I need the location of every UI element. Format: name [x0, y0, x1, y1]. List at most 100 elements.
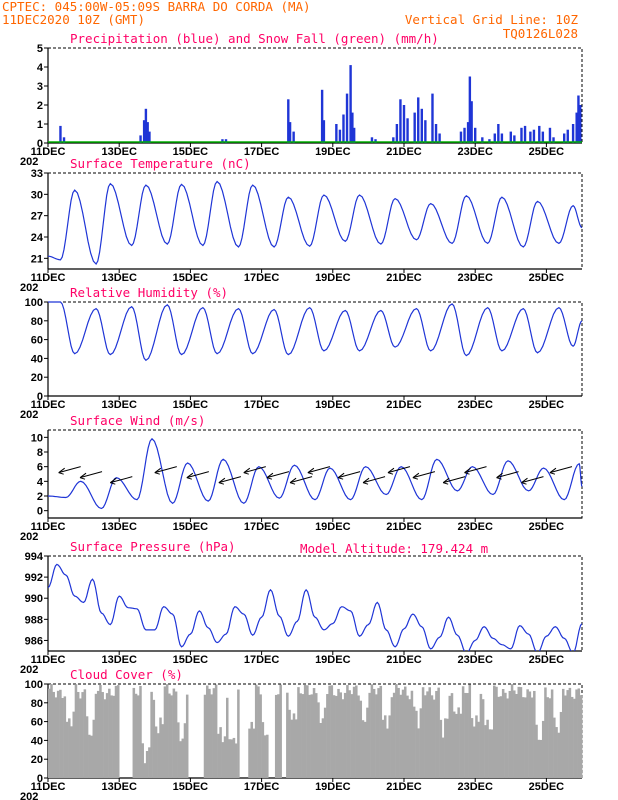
cloud-bar — [519, 687, 523, 778]
cloud-bar — [81, 692, 84, 778]
x-tick-label: 17DEC — [244, 272, 280, 284]
precip-bar — [224, 139, 228, 143]
cloud-bar — [439, 719, 443, 778]
panel-title: Cloud Cover (%) — [70, 667, 183, 682]
wind-arrow-head — [186, 472, 194, 480]
cloud-bar — [221, 742, 225, 778]
cloud-bar — [116, 685, 120, 778]
cloud-bar — [99, 685, 102, 778]
cloud-bar — [455, 713, 458, 778]
wind-arrow — [110, 476, 133, 485]
precip-bar — [395, 124, 399, 143]
x-tick-label: 19DEC — [315, 654, 351, 666]
cloud-bar — [399, 694, 403, 778]
panel-title: Precipitation (blue) and Snow Fall (gree… — [70, 31, 439, 46]
year-fragment: 202 — [20, 409, 38, 421]
x-tick-label: 23DEC — [457, 272, 493, 284]
x-tick-label: 21DEC — [386, 399, 422, 411]
y-tick-label: 5 — [37, 43, 43, 55]
precip-bar — [575, 112, 578, 143]
cloud-bar — [132, 687, 136, 778]
cloud-bar — [208, 688, 211, 778]
x-tick-label: 23DEC — [457, 146, 493, 158]
wind-arrow-shaft — [464, 466, 487, 474]
cloud-bar — [266, 734, 269, 778]
cloud-bar — [254, 684, 258, 778]
panel-2: Relative Humidity (%) 0 20 40 60 80 100 11DEC 13… — [20, 285, 583, 421]
cloud-bar — [508, 690, 512, 778]
panel-4: Surface Pressure (hPa) 986 988 990 992 994 11D… — [20, 539, 583, 676]
cloud-bar — [428, 687, 431, 778]
cloud-bar — [332, 695, 336, 778]
cloud-bar — [54, 697, 58, 778]
precip-bar — [438, 133, 441, 143]
panel-frame — [47, 47, 583, 144]
cloud-bar — [219, 727, 222, 778]
cloud-bar — [484, 725, 487, 778]
precip-bar — [351, 112, 354, 143]
cloud-bar — [435, 690, 438, 778]
cloud-bar — [506, 698, 509, 778]
wind-arrow — [307, 466, 331, 475]
wind-arrow-head — [154, 467, 162, 475]
cloud-bar — [470, 718, 474, 778]
wind-arrow — [464, 466, 487, 475]
cloud-bar — [299, 693, 302, 778]
y-tick-label: 24 — [31, 232, 44, 244]
cloud-bar — [114, 685, 118, 778]
panel-0: Precipitation (blue) and Snow Fall (gree… — [20, 31, 583, 168]
header-station: CPTEC: 045:00W-05:09S BARRA DO CORDA (MA… — [2, 0, 311, 14]
cloud-bar — [74, 684, 78, 778]
cloud-bar — [459, 713, 463, 778]
y-tick-label: 10 — [31, 432, 43, 444]
cloud-bar — [537, 739, 541, 778]
wind-arrow — [442, 476, 466, 485]
cloud-bar — [148, 747, 151, 778]
cloud-bar — [370, 684, 374, 778]
cloud-bar — [339, 692, 342, 778]
x-tick-label: 19DEC — [315, 781, 351, 793]
cloud-bar — [205, 685, 209, 778]
cloud-bar — [570, 696, 574, 778]
precip-bar — [474, 127, 477, 143]
wind-arrow-shaft — [218, 476, 242, 484]
precip-bar — [406, 118, 409, 143]
precip-bar — [374, 139, 377, 143]
cloud-bar — [550, 689, 554, 778]
cloud-bar — [297, 687, 300, 778]
x-tick-label: 17DEC — [244, 654, 280, 666]
y-tick-label: 20 — [31, 754, 43, 766]
cloud-bar — [444, 718, 447, 778]
cloud-bar — [232, 737, 236, 778]
precip-bar — [420, 108, 423, 143]
precip-bar — [144, 108, 148, 143]
cloud-bar — [294, 719, 298, 778]
cloud-bar — [277, 694, 280, 778]
cloud-bar — [446, 718, 449, 778]
cloud-bar — [490, 729, 494, 778]
wind-arrow — [154, 466, 177, 475]
cloud-bar — [441, 737, 445, 778]
precip-bar — [463, 127, 466, 143]
wind-arrow — [218, 476, 242, 485]
cloud-bar — [112, 695, 116, 778]
y-tick-label: 33 — [31, 168, 43, 180]
y-tick-label: 40 — [31, 735, 43, 747]
cloud-bar — [432, 699, 436, 778]
panel-title: Relative Humidity (%) — [70, 285, 228, 300]
cloud-bar — [366, 707, 369, 778]
wind-arrow-head — [387, 467, 395, 475]
precip-bar — [335, 124, 338, 143]
cloud-bar — [323, 707, 327, 778]
wind-arrow-head — [521, 477, 528, 485]
cloud-bar — [83, 689, 87, 778]
cloud-bar — [330, 685, 334, 778]
cloud-bar — [88, 734, 91, 778]
precip-bar — [459, 131, 463, 143]
year-fragment: 202 — [20, 791, 38, 800]
cloud-bar — [85, 716, 89, 778]
cloud-bar — [223, 736, 227, 778]
cloud-bar — [368, 692, 371, 778]
cloud-bar — [161, 724, 164, 778]
cloud-bar — [430, 695, 434, 778]
